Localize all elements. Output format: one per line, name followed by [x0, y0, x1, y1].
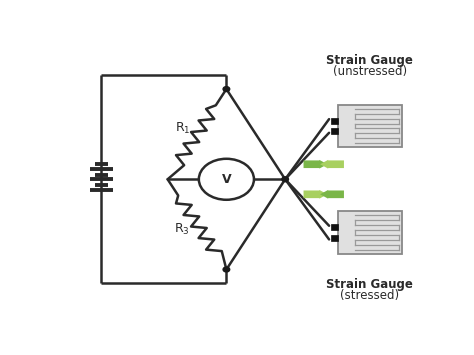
Circle shape: [223, 87, 230, 92]
Circle shape: [282, 177, 289, 182]
FancyArrow shape: [303, 190, 328, 199]
Text: V: V: [221, 173, 231, 186]
Bar: [331, 224, 337, 230]
Bar: [331, 118, 337, 124]
Text: R$_3$: R$_3$: [174, 222, 190, 237]
Bar: [331, 235, 337, 241]
Circle shape: [199, 159, 254, 200]
FancyArrow shape: [303, 160, 328, 169]
FancyArrow shape: [320, 160, 344, 169]
Text: (unstressed): (unstressed): [333, 65, 407, 78]
Text: R$_1$: R$_1$: [174, 121, 190, 136]
Bar: [337, 105, 402, 147]
Bar: [331, 128, 337, 134]
Text: (stressed): (stressed): [340, 289, 399, 302]
Circle shape: [223, 267, 230, 272]
Bar: [337, 211, 402, 254]
Text: Strain Gauge: Strain Gauge: [326, 278, 413, 291]
FancyArrow shape: [320, 190, 344, 199]
Text: Strain Gauge: Strain Gauge: [326, 54, 413, 67]
